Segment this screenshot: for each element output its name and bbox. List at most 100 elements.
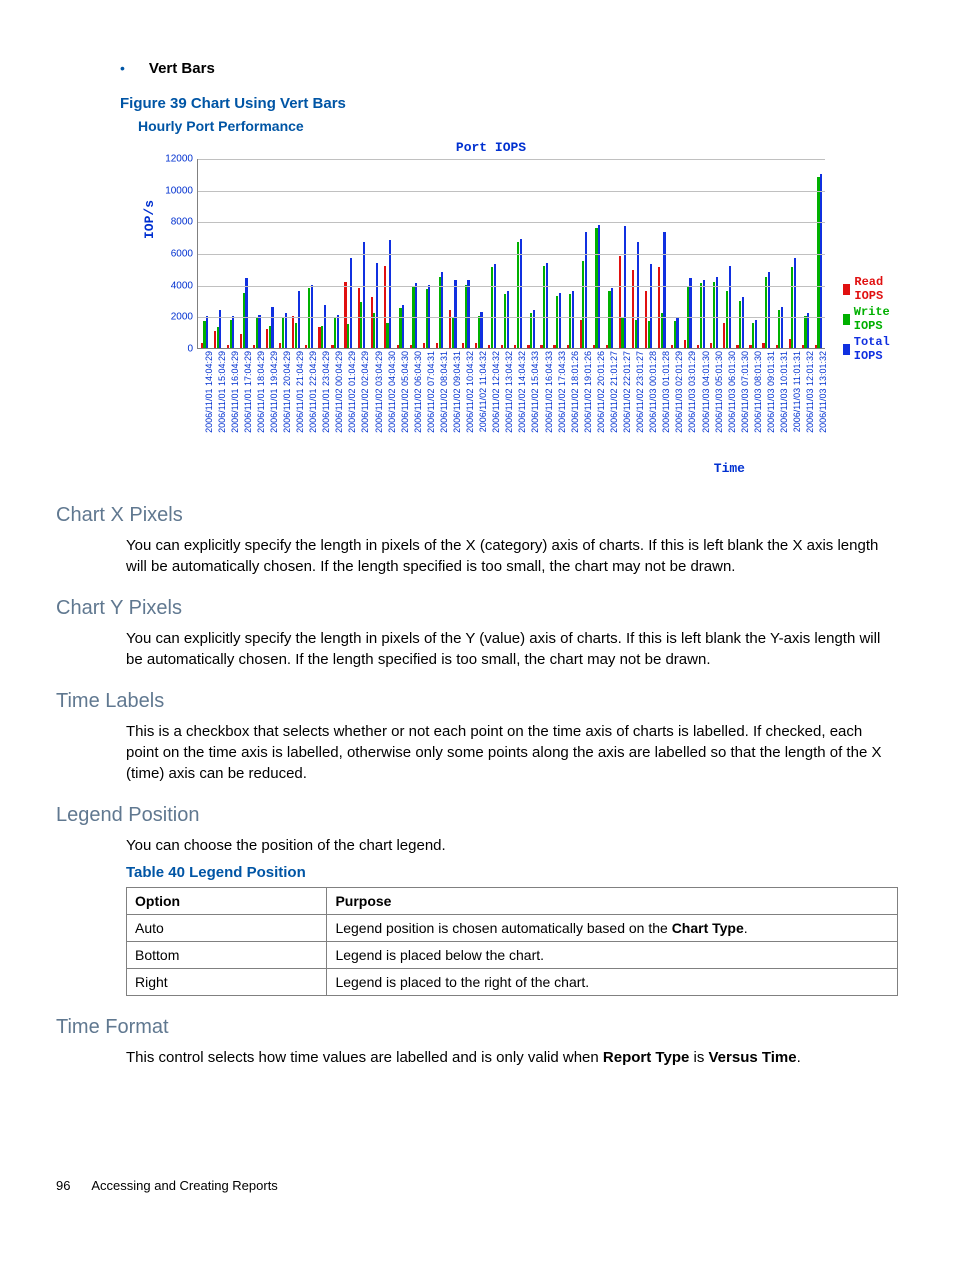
page-footer: 96 Accessing and Creating Reports (56, 1178, 898, 1193)
chart-xaxis: 2006/11/01 14:04:292006/11/01 15:04:2920… (197, 349, 825, 459)
bar (219, 310, 221, 348)
bullet-icon: • (120, 60, 125, 76)
bar (206, 316, 208, 348)
bar (716, 277, 718, 348)
bar (507, 291, 509, 348)
bar (245, 278, 247, 348)
section-body: You can choose the position of the chart… (126, 835, 898, 856)
bar (324, 305, 326, 348)
ytick: 2000 (171, 312, 193, 323)
page-number: 96 (56, 1178, 70, 1193)
bar (402, 305, 404, 348)
legend-item: Write IOPS (843, 305, 898, 333)
table-row: Bottom Legend is placed below the chart. (127, 942, 898, 969)
legend-item: Total IOPS (843, 335, 898, 363)
section-body: You can explicitly specify the length in… (126, 535, 898, 577)
bar (689, 278, 691, 348)
bullet-text: Vert Bars (149, 60, 215, 77)
bar (742, 297, 744, 348)
bar (285, 313, 287, 348)
bullet-item: • Vert Bars (120, 60, 898, 77)
bar (533, 310, 535, 348)
bar (298, 291, 300, 348)
bar (350, 258, 352, 348)
bar (311, 285, 313, 348)
bar (467, 280, 469, 348)
bar (637, 242, 639, 348)
bar (520, 239, 522, 348)
bar (807, 313, 809, 348)
bar (415, 283, 417, 348)
ytick: 8000 (171, 217, 193, 228)
chart-title: Port IOPS (157, 140, 825, 155)
table-cell: Right (127, 969, 327, 996)
legend-label: Total IOPS (854, 335, 898, 363)
table-cell: Bottom (127, 942, 327, 969)
figure-caption: Figure 39 Chart Using Vert Bars (120, 95, 898, 112)
bar (729, 266, 731, 348)
section-heading: Time Labels (56, 690, 898, 713)
table-caption: Table 40 Legend Position (126, 864, 898, 881)
chart-container: IOP/s Port IOPS 0 2000 4000 6000 8000 10000 12… (138, 140, 898, 476)
bar (820, 174, 822, 348)
legend-item: Read IOPS (843, 275, 898, 303)
bar (676, 318, 678, 348)
legend-swatch (843, 344, 850, 355)
bar (559, 293, 561, 348)
bar (546, 263, 548, 349)
section-body: You can explicitly specify the length in… (126, 628, 898, 670)
chart-xlabel: Time (157, 461, 745, 476)
table-row: Right Legend is placed to the right of t… (127, 969, 898, 996)
section-heading: Chart X Pixels (56, 504, 898, 527)
chart-ylabel: IOP/s (138, 200, 157, 239)
chart-legend: Read IOPSWrite IOPSTotal IOPS (843, 275, 898, 365)
bar (794, 258, 796, 348)
section-body: This control selects how time values are… (126, 1047, 898, 1068)
bar (663, 232, 665, 348)
ytick: 10000 (165, 185, 193, 196)
table-row: Auto Legend position is chosen automatic… (127, 915, 898, 942)
chart-subtitle: Hourly Port Performance (138, 118, 898, 134)
bar (363, 242, 365, 348)
bar (768, 272, 770, 348)
bar (494, 264, 496, 348)
ytick: 12000 (165, 154, 193, 165)
legend-position-table: Option Purpose Auto Legend position is c… (126, 887, 898, 996)
chart-yaxis: 020004000600080001000012000 (157, 159, 197, 349)
chart-plot (197, 159, 825, 349)
bar (258, 315, 260, 348)
section-heading: Legend Position (56, 804, 898, 827)
section-body: This is a checkbox that selects whether … (126, 721, 898, 784)
bar (454, 280, 456, 348)
table-cell: Legend is placed below the chart. (327, 942, 898, 969)
table-cell: Auto (127, 915, 327, 942)
footer-title: Accessing and Creating Reports (91, 1178, 277, 1193)
bar (755, 320, 757, 349)
bar (232, 316, 234, 348)
legend-swatch (843, 284, 850, 295)
legend-swatch (843, 314, 850, 325)
section-heading: Chart Y Pixels (56, 597, 898, 620)
bar (389, 240, 391, 348)
table-header: Purpose (327, 888, 898, 915)
bar (572, 291, 574, 348)
legend-label: Read IOPS (854, 275, 898, 303)
bar (337, 315, 339, 348)
xtick: 2006/11/03 13:01:32 (818, 351, 828, 433)
bar (624, 226, 626, 348)
section-heading: Time Format (56, 1016, 898, 1039)
ytick: 0 (187, 344, 193, 355)
ytick: 4000 (171, 280, 193, 291)
bar (585, 232, 587, 348)
table-cell: Legend position is chosen automatically … (327, 915, 898, 942)
table-cell: Legend is placed to the right of the cha… (327, 969, 898, 996)
bar (271, 307, 273, 348)
bar (650, 264, 652, 348)
bar (441, 272, 443, 348)
bar (781, 307, 783, 348)
bar (428, 285, 430, 348)
bar (376, 263, 378, 349)
ytick: 6000 (171, 249, 193, 260)
bar (703, 280, 705, 348)
table-header: Option (127, 888, 327, 915)
